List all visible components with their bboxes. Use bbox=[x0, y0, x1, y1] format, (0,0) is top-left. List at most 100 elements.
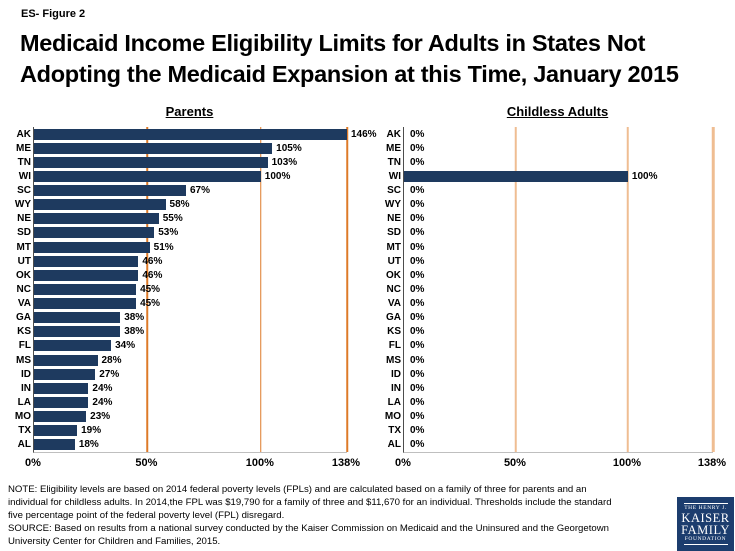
value-label-ne: 0% bbox=[410, 213, 425, 225]
bar-me bbox=[34, 142, 273, 154]
category-label-ak: AK bbox=[16, 128, 31, 140]
category-label-la: LA bbox=[17, 396, 31, 408]
bar-row-mo: 23% bbox=[34, 410, 347, 424]
bar-ut bbox=[34, 255, 139, 267]
category-label-la: LA bbox=[387, 396, 401, 408]
value-label-in: 0% bbox=[410, 382, 425, 394]
bar-row-va: 0% bbox=[404, 297, 713, 311]
bar-row-mt: 51% bbox=[34, 240, 347, 254]
page-title: Medicaid Income Eligibility Limits for A… bbox=[20, 28, 720, 90]
plot-area-parents: 146% 105% 103% 100% 67% 58% 55% 53% 51% 46% 46% 45%… bbox=[33, 127, 377, 453]
value-label-wy: 58% bbox=[169, 199, 190, 211]
gridline-138 bbox=[346, 127, 348, 452]
x-tick-label-0: 0% bbox=[25, 457, 41, 469]
category-label-wi: WI bbox=[18, 170, 31, 182]
value-label-ms: 0% bbox=[410, 354, 425, 366]
bar-row-ak: 146% bbox=[34, 127, 377, 141]
value-label-ut: 0% bbox=[410, 255, 425, 267]
category-label-tn: TN bbox=[17, 156, 31, 168]
bar-row-wy: 0% bbox=[404, 198, 713, 212]
category-label-ms: MS bbox=[16, 354, 31, 366]
bar-row-me: 105% bbox=[34, 141, 347, 155]
value-label-tn: 103% bbox=[271, 156, 298, 168]
value-label-wy: 0% bbox=[410, 199, 425, 211]
bar-la bbox=[34, 396, 89, 408]
category-label-ok: OK bbox=[386, 269, 401, 281]
category-label-in: IN bbox=[21, 382, 31, 394]
value-label-la: 24% bbox=[92, 396, 113, 408]
page-title-line1: Medicaid Income Eligibility Limits for A… bbox=[20, 30, 646, 56]
bar-nc bbox=[34, 283, 137, 295]
figure-label: ES- Figure 2 bbox=[21, 8, 86, 20]
x-tick-label-0: 0% bbox=[395, 457, 411, 469]
bar-row-in: 0% bbox=[404, 381, 713, 395]
category-label-mt: MT bbox=[16, 241, 31, 253]
bar-row-ga: 38% bbox=[34, 311, 347, 325]
footnote: NOTE: Eligibility levels are based on 20… bbox=[8, 483, 612, 548]
bar-row-ks: 0% bbox=[404, 325, 713, 339]
category-label-sd: SD bbox=[387, 227, 401, 239]
bar-in bbox=[34, 382, 89, 394]
bar-fl bbox=[34, 340, 112, 352]
logo-rule bbox=[683, 503, 728, 504]
gridline-100 bbox=[626, 127, 630, 452]
chart-parents: Parents AK ME TN WI SC WY NE SD MT UT OK NC VA GA KS FL… bbox=[5, 104, 377, 473]
category-label-sc: SC bbox=[17, 185, 31, 197]
bar-row-ut: 0% bbox=[404, 254, 713, 268]
bar-sd bbox=[34, 227, 155, 239]
category-label-tn: TN bbox=[387, 156, 401, 168]
bar-row-la: 0% bbox=[404, 395, 713, 409]
bar-row-mo: 0% bbox=[404, 410, 713, 424]
category-label-wy: WY bbox=[384, 199, 401, 211]
bar-row-ok: 46% bbox=[34, 268, 347, 282]
category-axis: AK ME TN WI SC WY NE SD MT UT OK NC VA GA KS FL MS ID IN LA… bbox=[5, 127, 33, 452]
bar-row-id: 27% bbox=[34, 367, 347, 381]
category-label-ne: NE bbox=[17, 213, 31, 225]
bar-row-tn: 103% bbox=[34, 155, 347, 169]
bar-row-sd: 0% bbox=[404, 226, 713, 240]
footnote-line: individual for childless adults. In 2014… bbox=[8, 497, 612, 508]
bar-ok bbox=[34, 269, 139, 281]
value-label-mt: 0% bbox=[410, 241, 425, 253]
value-label-ms: 28% bbox=[101, 354, 122, 366]
category-label-me: ME bbox=[386, 142, 401, 154]
bar-va bbox=[34, 298, 137, 310]
plot-wrap: AK ME TN WI SC WY NE SD MT UT OK NC VA GA KS FL MS ID IN LA… bbox=[5, 127, 377, 453]
bar-ks bbox=[34, 326, 121, 338]
x-axis-parents: 0% 50% 100% 138% bbox=[25, 457, 360, 473]
gridline-138 bbox=[711, 127, 715, 452]
value-label-ok: 0% bbox=[410, 269, 425, 281]
value-label-sd: 0% bbox=[410, 227, 425, 239]
chart-title-parents: Parents bbox=[165, 104, 214, 119]
bar-row-ne: 55% bbox=[34, 212, 347, 226]
category-label-va: VA bbox=[387, 298, 401, 310]
plot-area-childless-adults: 0% 0% 0% 100% 0% 0% 0% 0% 0% 0% 0% 0% 0% 0% 0% 0% 0% 0% 0%… bbox=[403, 127, 715, 453]
value-label-mo: 0% bbox=[410, 411, 425, 423]
footnote-line: five percentage point of the federal pov… bbox=[8, 510, 285, 521]
category-label-al: AL bbox=[17, 439, 31, 451]
footnote-line: University Center for Children and Famil… bbox=[8, 536, 221, 547]
footnote-line: SOURCE: Based on results from a national… bbox=[8, 523, 609, 534]
value-label-ok: 46% bbox=[142, 269, 163, 281]
category-label-ms: MS bbox=[386, 354, 401, 366]
value-label-fl: 0% bbox=[410, 340, 425, 352]
x-tick-label-50: 50% bbox=[503, 457, 526, 469]
bar-row-mt: 0% bbox=[404, 240, 713, 254]
category-label-me: ME bbox=[16, 142, 31, 154]
bar-tx bbox=[34, 425, 78, 437]
value-label-al: 18% bbox=[78, 439, 99, 451]
value-label-wi: 100% bbox=[631, 170, 658, 182]
bar-row-id: 0% bbox=[404, 367, 713, 381]
bar-row-ok: 0% bbox=[404, 268, 713, 282]
kaiser-family-foundation-logo: THE HENRY J. KAISER FAMILY FOUNDATION bbox=[677, 497, 734, 551]
chart-childless-adults: Childless Adults AK ME TN WI SC WY NE SD MT UT OK N… bbox=[375, 104, 726, 473]
category-label-sc: SC bbox=[387, 185, 401, 197]
category-label-fl: FL bbox=[18, 340, 31, 352]
value-label-la: 0% bbox=[410, 396, 425, 408]
x-tick-label-138: 138% bbox=[331, 457, 361, 469]
logo-rule bbox=[683, 544, 728, 545]
x-tick-label-138: 138% bbox=[697, 457, 727, 469]
bar-row-ms: 28% bbox=[34, 353, 347, 367]
x-tick-label-50: 50% bbox=[135, 457, 158, 469]
